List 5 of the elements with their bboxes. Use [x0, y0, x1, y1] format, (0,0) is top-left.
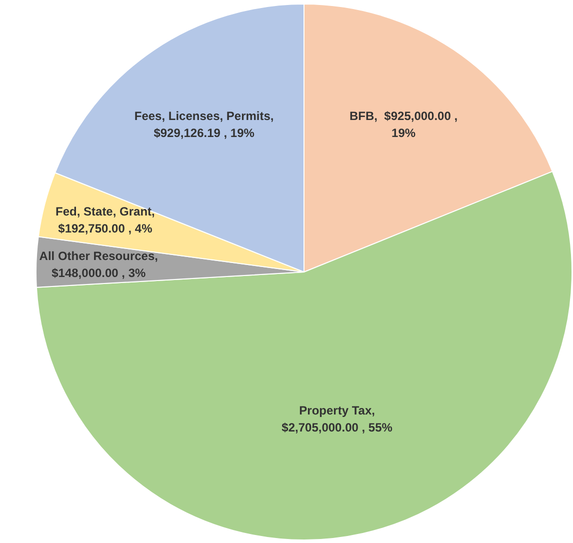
slice-label: All Other Resources, $148,000.00 , 3%: [39, 248, 158, 280]
slice-label: BFB, $925,000.00 , 19%: [350, 108, 458, 140]
slice-label: Fees, Licenses, Permits, $929,126.19 , 19%: [134, 109, 274, 140]
slice-label: Property Tax, $2,705,000.00 , 55%: [282, 404, 393, 435]
slice-label: Fed, State, Grant, $192,750.00 , 4%: [56, 204, 155, 236]
